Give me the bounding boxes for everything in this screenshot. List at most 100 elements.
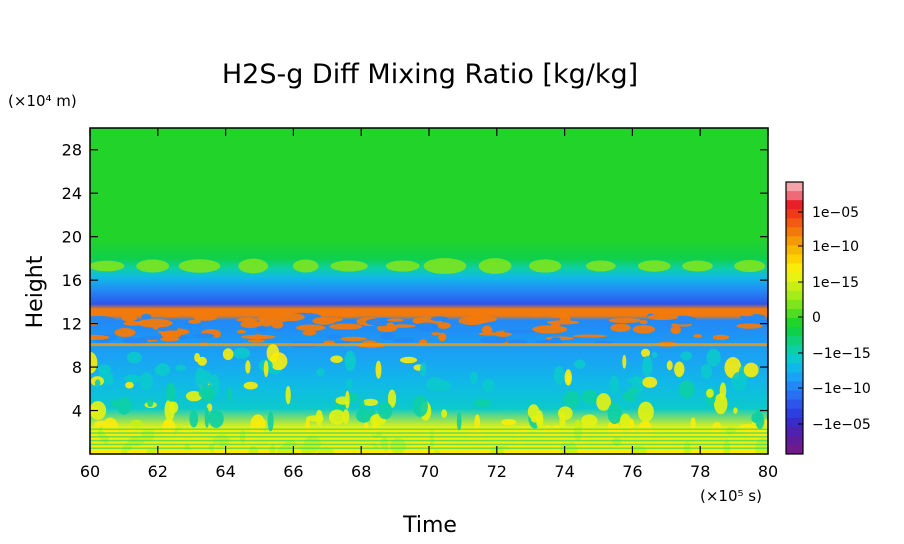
heatmap-patch (548, 312, 569, 318)
heatmap-patch (437, 379, 451, 392)
heatmap-patch (415, 322, 439, 332)
heatmap-patch (328, 409, 346, 425)
heatmap-patch (302, 330, 317, 336)
heatmap-patch (340, 336, 367, 342)
heatmap-patch (586, 260, 616, 272)
heatmap-patch (90, 351, 98, 374)
heatmap-patch (390, 437, 406, 454)
heatmap-patch (501, 418, 517, 426)
heatmap-patch (734, 259, 766, 273)
heatmap-patch (680, 351, 693, 361)
heatmap-patch (90, 439, 768, 442)
x-tick-label: 72 (487, 462, 507, 481)
y-tick-label: 16 (62, 271, 82, 290)
heatmap-patch (430, 316, 449, 322)
x-axis-label: Time (402, 513, 457, 538)
heatmap-patch (185, 390, 203, 402)
heatmap-patch (674, 361, 685, 378)
heatmap-patch (141, 313, 152, 320)
heatmap-patch (330, 355, 343, 364)
heatmap-patch (116, 397, 132, 415)
heatmap-patch (194, 352, 201, 363)
heatmap-patch (719, 382, 727, 399)
heatmap-patch (640, 348, 651, 358)
heatmap-patch (247, 339, 265, 343)
heatmap-patch (245, 360, 251, 374)
heatmap-patch (627, 387, 639, 394)
heatmap-patch (682, 260, 713, 272)
heatmap-patch (441, 409, 448, 418)
heatmap-patch (329, 323, 363, 330)
heatmap-patch (90, 343, 768, 347)
heatmap-patch (316, 368, 325, 377)
heatmap-patch (345, 390, 350, 409)
x-tick-label: 68 (351, 462, 371, 481)
heatmap-patch (204, 407, 210, 428)
heatmap-patch (362, 398, 379, 407)
heatmap-patch (563, 390, 580, 408)
heatmap-patch (125, 381, 134, 389)
heatmap-patch (739, 312, 754, 317)
heatmap-area (90, 128, 768, 454)
heatmap-patch (236, 329, 246, 334)
y-axis-ticks: 4 8 12 16 20 24 28 (62, 141, 768, 421)
heatmap-patch (607, 402, 622, 425)
heatmap-patch (243, 381, 258, 390)
heatmap-patch (160, 336, 180, 342)
colorbar-swatch (786, 417, 803, 428)
heatmap-patch (94, 379, 101, 388)
heatmap-patch (222, 348, 234, 361)
heatmap-patch (423, 258, 467, 274)
heatmap-patch (363, 444, 376, 454)
heatmap-patch (90, 315, 115, 323)
heatmap-patch (478, 258, 512, 274)
colorbar-swatch (786, 281, 803, 292)
heatmap-patch (429, 429, 434, 448)
heatmap-patches (90, 258, 768, 454)
heatmap-patch (378, 402, 393, 420)
heatmap-patch (627, 376, 645, 385)
heatmap-patch (438, 332, 447, 342)
heatmap-patch (121, 314, 138, 322)
heatmap-patch (400, 356, 418, 364)
heatmap-patch (743, 362, 759, 378)
heatmap-patch (122, 337, 148, 345)
heatmap-patch (189, 410, 199, 428)
heatmap-patch (550, 320, 561, 329)
heatmap-patch (359, 397, 365, 419)
colorbar-swatch (786, 426, 803, 437)
heatmap-patch (177, 311, 201, 316)
heatmap-patch (269, 444, 276, 454)
heatmap-patch (163, 419, 173, 434)
x-unit-label: (×10⁵ s) (700, 487, 762, 505)
heatmap-patch (140, 372, 154, 391)
colorbar-swatch (786, 254, 803, 265)
colorbar-swatch (786, 327, 803, 337)
heatmap-patch (344, 350, 357, 372)
heatmap-patch (331, 308, 361, 318)
heatmap-patch (240, 334, 276, 340)
heatmap-patch (110, 399, 119, 408)
heatmap-patch (610, 323, 631, 333)
heatmap-patch (147, 398, 154, 408)
y-unit-label: (×10⁴ m) (8, 92, 77, 110)
heatmap-patch (706, 388, 714, 398)
heatmap-patch (90, 443, 768, 446)
heatmap-patch (619, 413, 631, 429)
heatmap-patch (315, 409, 323, 426)
heatmap-patch (198, 387, 216, 400)
x-tick-label: 74 (554, 462, 574, 481)
heatmap-patch (364, 422, 369, 433)
heatmap-patch (553, 366, 565, 386)
colorbar-swatch (786, 435, 803, 446)
heatmap-patch (271, 321, 284, 329)
colorbar-swatch (786, 272, 803, 283)
heatmap-patch (392, 337, 415, 343)
heatmap-patch (312, 316, 336, 325)
colorbar-swatch (786, 263, 803, 274)
heatmap-patch (192, 333, 215, 339)
heatmap-patch (213, 442, 222, 454)
heatmap-patch (238, 258, 269, 274)
chart-title: H2S-g Diff Mixing Ratio [kg/kg] (222, 59, 638, 90)
heatmap-patch (276, 445, 295, 454)
